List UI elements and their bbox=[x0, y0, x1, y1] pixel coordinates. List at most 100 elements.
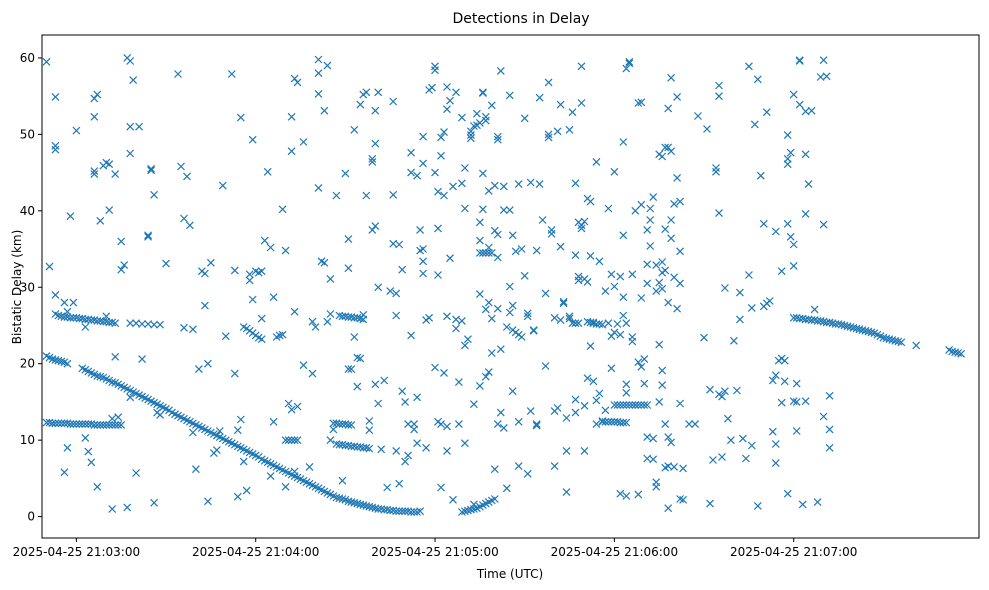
data-point bbox=[90, 170, 99, 179]
data-point bbox=[484, 298, 493, 307]
data-point bbox=[819, 56, 828, 65]
data-point bbox=[126, 57, 135, 65]
data-point bbox=[365, 444, 374, 453]
y-tick-label: 10 bbox=[20, 433, 35, 447]
data-point bbox=[457, 508, 466, 516]
data-point bbox=[622, 492, 631, 500]
data-point bbox=[673, 304, 682, 313]
data-point bbox=[242, 486, 251, 495]
data-point bbox=[628, 270, 637, 279]
data-point bbox=[81, 433, 90, 442]
data-point bbox=[738, 434, 747, 443]
data-point bbox=[81, 420, 90, 429]
data-point bbox=[401, 457, 410, 466]
data-point bbox=[535, 93, 544, 102]
data-point bbox=[715, 92, 723, 101]
data-point bbox=[574, 276, 583, 285]
data-point bbox=[437, 420, 445, 429]
data-point bbox=[583, 374, 592, 383]
data-point bbox=[912, 341, 921, 350]
data-point bbox=[419, 159, 428, 168]
data-point bbox=[676, 399, 685, 408]
data-point bbox=[344, 365, 353, 374]
data-point bbox=[466, 131, 475, 140]
data-point bbox=[637, 362, 646, 371]
data-point bbox=[490, 495, 499, 503]
data-point bbox=[466, 134, 475, 143]
data-point bbox=[577, 224, 586, 233]
data-point bbox=[257, 335, 266, 344]
data-point bbox=[365, 426, 374, 435]
data-point bbox=[475, 248, 484, 257]
data-point bbox=[162, 259, 170, 268]
data-point bbox=[670, 462, 679, 471]
data-point bbox=[194, 365, 203, 374]
data-point bbox=[562, 446, 571, 455]
y-tick-label: 60 bbox=[20, 51, 35, 65]
data-point bbox=[236, 415, 245, 424]
data-point bbox=[604, 417, 613, 426]
data-point bbox=[786, 232, 795, 241]
data-point bbox=[762, 108, 771, 117]
data-point bbox=[132, 469, 141, 477]
data-point bbox=[338, 495, 347, 503]
data-point bbox=[598, 417, 607, 426]
data-point bbox=[407, 168, 416, 177]
data-point bbox=[460, 204, 469, 213]
data-point bbox=[616, 330, 625, 339]
data-point bbox=[144, 231, 153, 240]
data-point bbox=[544, 130, 553, 139]
data-point bbox=[446, 96, 454, 105]
data-point bbox=[227, 70, 236, 78]
data-point bbox=[586, 197, 595, 206]
data-point bbox=[607, 417, 616, 426]
data-point bbox=[230, 369, 239, 378]
data-point bbox=[703, 125, 711, 133]
data-point bbox=[63, 359, 72, 368]
data-point bbox=[413, 171, 422, 180]
data-point bbox=[311, 323, 320, 331]
data-point bbox=[320, 106, 329, 115]
data-point bbox=[449, 495, 457, 504]
data-point bbox=[278, 330, 287, 339]
data-point bbox=[475, 118, 484, 127]
data-point bbox=[392, 446, 401, 455]
data-point bbox=[643, 433, 652, 442]
data-point bbox=[505, 91, 514, 100]
data-point bbox=[667, 73, 676, 82]
data-point bbox=[457, 316, 466, 325]
data-point bbox=[60, 468, 69, 477]
data-point bbox=[544, 78, 553, 87]
data-point bbox=[233, 426, 242, 435]
data-point bbox=[565, 125, 574, 134]
data-point bbox=[266, 243, 275, 252]
data-point bbox=[51, 419, 60, 428]
data-point bbox=[541, 362, 550, 370]
data-point bbox=[694, 112, 702, 120]
data-point bbox=[443, 312, 451, 321]
data-point bbox=[511, 247, 520, 256]
data-point bbox=[114, 413, 123, 422]
data-point bbox=[625, 57, 634, 66]
data-point bbox=[290, 307, 299, 316]
data-point bbox=[90, 420, 99, 429]
data-point bbox=[478, 89, 487, 98]
data-point bbox=[768, 376, 777, 385]
data-point bbox=[93, 371, 102, 380]
data-point bbox=[849, 323, 858, 332]
data-point bbox=[804, 180, 813, 189]
data-point bbox=[48, 355, 57, 364]
x-tick-label: 2025-04-25 21:05:00 bbox=[371, 545, 498, 559]
data-point bbox=[380, 376, 389, 385]
data-point bbox=[819, 220, 828, 229]
data-point bbox=[434, 187, 442, 196]
data-point bbox=[568, 108, 577, 117]
data-point bbox=[185, 221, 194, 230]
data-point bbox=[726, 436, 735, 445]
data-point bbox=[93, 482, 102, 491]
data-point bbox=[583, 277, 592, 286]
data-point bbox=[353, 353, 362, 362]
data-point bbox=[203, 359, 212, 368]
x-tick-label: 2025-04-25 21:06:00 bbox=[551, 545, 678, 559]
